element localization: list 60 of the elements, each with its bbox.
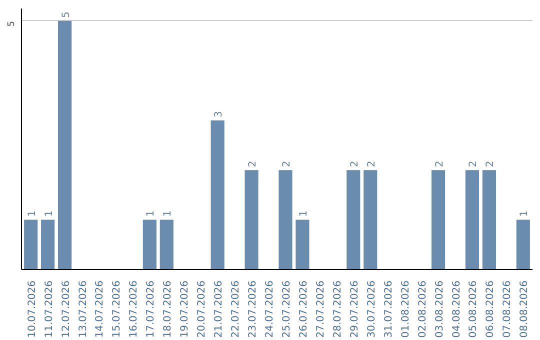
x-tick-label: 05.08.2026: [468, 280, 480, 338]
x-tick-label: 04.08.2026: [451, 280, 462, 338]
x-tick-label: 11.07.2026: [44, 280, 55, 338]
x-tick-label: 13.07.2026: [78, 280, 89, 338]
x-tick-label: 06.08.2026: [485, 280, 496, 338]
x-tick-label: 14.07.2026: [94, 280, 106, 338]
x-tick-label: 03.08.2026: [434, 280, 446, 338]
bar: [24, 220, 38, 270]
x-tick-label: 25.07.2026: [281, 280, 292, 338]
data-label: 2: [485, 160, 496, 168]
data-label: 2: [468, 160, 480, 168]
x-tick-label: 10.07.2026: [26, 280, 38, 338]
data-label: 2: [366, 160, 378, 168]
x-tick-label: 12.07.2026: [60, 280, 72, 338]
data-label: 2: [281, 160, 292, 168]
data-label: 1: [298, 210, 310, 217]
x-tick-label: 27.07.2026: [315, 280, 326, 338]
x-tick-label: 28.07.2026: [332, 280, 344, 338]
x-tick-label: 24.07.2026: [264, 280, 276, 338]
x-tick-label: 19.07.2026: [180, 280, 191, 338]
data-label: 1: [162, 210, 174, 217]
bar: [278, 170, 292, 270]
data-label: 1: [146, 210, 157, 217]
x-tick-label: 26.07.2026: [298, 280, 310, 338]
bar: [58, 20, 72, 270]
x-tick-label: 17.07.2026: [146, 280, 157, 338]
bar: [482, 170, 496, 270]
x-tick-label: 16.07.2026: [128, 280, 140, 338]
x-tick-label: 18.07.2026: [162, 280, 174, 338]
data-label: 2: [434, 160, 446, 168]
bar: [431, 170, 446, 270]
x-tick-label: 15.07.2026: [112, 280, 123, 338]
data-label: 2: [248, 160, 259, 168]
x-tick-label: 30.07.2026: [366, 280, 378, 338]
x-tick-label: 07.08.2026: [502, 280, 514, 338]
bar: [244, 170, 258, 270]
data-label: 1: [44, 210, 55, 217]
bar: [465, 170, 480, 270]
bar: [296, 220, 310, 270]
x-tick-label: 01.08.2026: [400, 280, 412, 338]
bar: [210, 120, 224, 270]
x-tick-label: 29.07.2026: [349, 280, 360, 338]
bar: [346, 170, 360, 270]
data-label: 5: [60, 12, 72, 18]
x-tick-label: 22.07.2026: [230, 280, 242, 338]
x-tick-label: 08.08.2026: [519, 280, 530, 338]
bar: [160, 220, 174, 270]
data-label: 1: [26, 210, 38, 217]
bar: [142, 220, 156, 270]
data-label: 2: [349, 160, 360, 168]
bar: [41, 220, 55, 270]
data-label: 3: [214, 110, 225, 118]
x-tick-label: 21.07.2026: [214, 280, 225, 338]
bar: [364, 170, 378, 270]
x-tick-label: 20.07.2026: [196, 280, 208, 338]
bar: [516, 220, 530, 270]
x-tick-label: 31.07.2026: [383, 280, 394, 338]
data-label: 1: [519, 210, 530, 217]
x-tick-label: 02.08.2026: [417, 280, 428, 338]
x-tick-label: 23.07.2026: [248, 280, 259, 338]
